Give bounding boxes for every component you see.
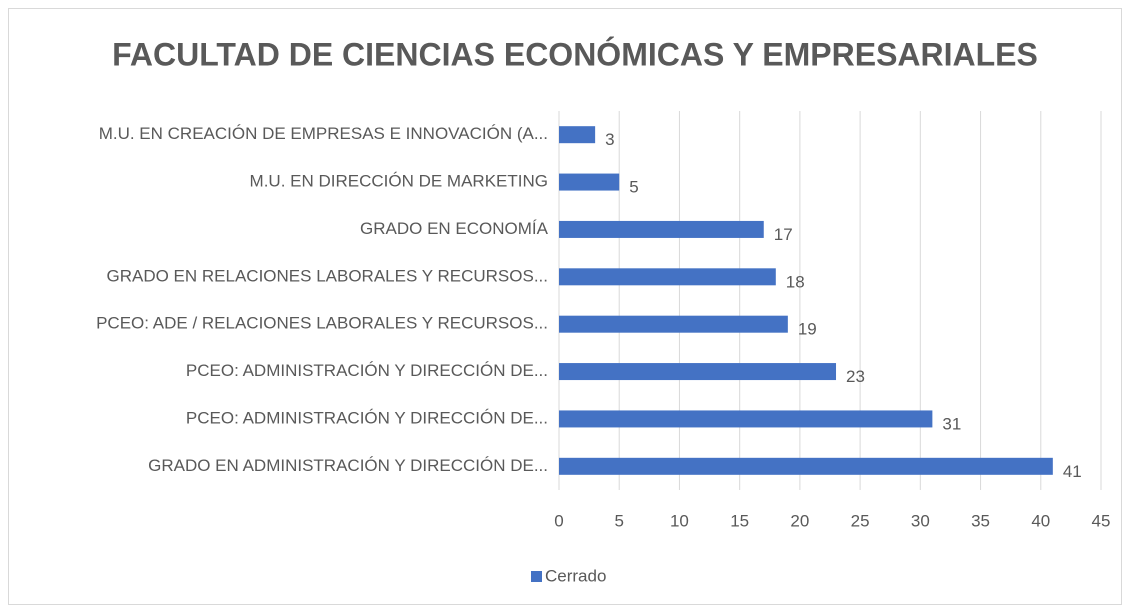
chart-title: FACULTAD DE CIENCIAS ECONÓMICAS Y EMPRES…: [112, 36, 1038, 72]
data-label: 19: [798, 320, 817, 339]
x-tick-label: 45: [1092, 511, 1111, 530]
bar: [559, 268, 776, 286]
y-tick-label: GRADO EN ECONOMÍA: [360, 219, 549, 238]
data-label: 41: [1063, 462, 1082, 481]
legend-swatch: [531, 571, 542, 582]
y-tick-label: PCEO: ADE / RELACIONES LABORALES Y RECUR…: [96, 314, 548, 333]
y-tick-label: M.U. EN CREACIÓN DE EMPRESAS E INNOVACIÓ…: [99, 124, 548, 143]
x-tick-label: 10: [670, 511, 689, 530]
x-tick-label: 40: [1031, 511, 1050, 530]
bar: [559, 173, 620, 191]
data-label: 23: [846, 367, 865, 386]
y-tick-label: GRADO EN RELACIONES LABORALES Y RECURSOS…: [106, 266, 548, 285]
bar: [559, 126, 596, 144]
bar: [559, 363, 837, 381]
bar: [559, 220, 764, 238]
bar: [559, 410, 933, 428]
x-tick-label: 5: [614, 511, 623, 530]
bar: [559, 315, 788, 333]
y-tick-label: GRADO EN ADMINISTRACIÓN Y DIRECCIÓN DE..…: [148, 456, 548, 475]
x-tick-label: 0: [554, 511, 563, 530]
y-tick-label: PCEO: ADMINISTRACIÓN Y DIRECCIÓN DE...: [186, 361, 548, 380]
data-label: 18: [786, 272, 805, 291]
data-label: 17: [774, 225, 793, 244]
y-tick-label: PCEO: ADMINISTRACIÓN Y DIRECCIÓN DE...: [186, 408, 548, 427]
y-tick-label: M.U. EN DIRECCIÓN DE MARKETING: [250, 172, 548, 191]
legend-label: Cerrado: [545, 566, 606, 585]
x-tick-label: 25: [851, 511, 870, 530]
bar: [559, 457, 1053, 475]
chart-frame: [8, 8, 1122, 605]
x-tick-label: 15: [730, 511, 749, 530]
x-tick-label: 35: [971, 511, 990, 530]
x-tick-label: 20: [790, 511, 809, 530]
data-label: 31: [942, 414, 961, 433]
x-tick-label: 30: [911, 511, 930, 530]
data-label: 3: [605, 130, 614, 149]
data-label: 5: [629, 178, 638, 197]
